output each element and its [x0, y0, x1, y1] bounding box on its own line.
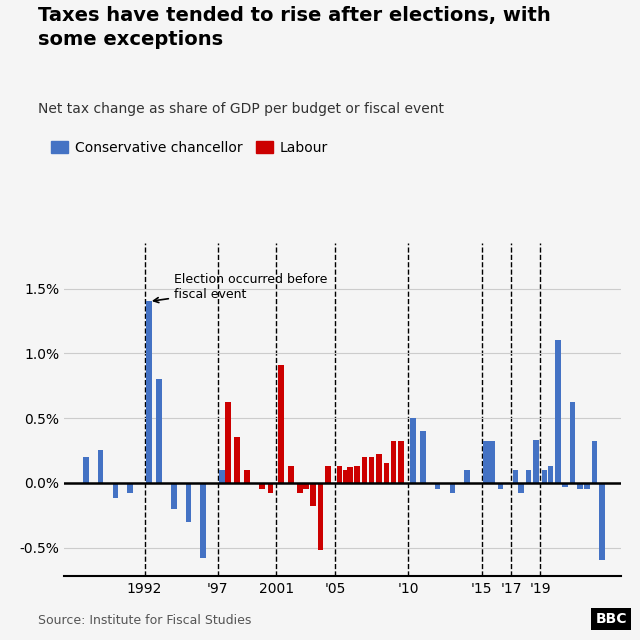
Text: Net tax change as share of GDP per budget or fiscal event: Net tax change as share of GDP per budge… [38, 102, 444, 116]
Bar [369, 457, 374, 483]
Bar [420, 431, 426, 483]
Bar [83, 457, 89, 483]
Bar [355, 466, 360, 483]
Bar [513, 470, 518, 483]
Bar [563, 483, 568, 486]
Bar [498, 483, 504, 489]
Bar [489, 442, 495, 483]
Bar [584, 483, 590, 489]
Bar [244, 470, 250, 483]
Bar [146, 301, 152, 483]
Bar [156, 379, 162, 483]
Bar [577, 483, 582, 489]
Bar [525, 470, 531, 483]
Bar [303, 483, 308, 489]
Bar [483, 442, 489, 483]
Bar [127, 483, 132, 493]
Bar [347, 467, 353, 483]
Bar [410, 418, 415, 483]
Legend: Conservative chancellor, Labour: Conservative chancellor, Labour [45, 135, 333, 160]
Bar [325, 466, 330, 483]
Bar [220, 470, 225, 483]
Bar [234, 438, 240, 483]
Bar [533, 440, 539, 483]
Text: BBC: BBC [595, 612, 627, 626]
Bar [113, 483, 118, 499]
Text: Source: Institute for Fiscal Studies: Source: Institute for Fiscal Studies [38, 614, 252, 627]
Bar [98, 451, 104, 483]
Bar [200, 483, 206, 558]
Bar [518, 483, 524, 493]
Bar [398, 442, 404, 483]
Bar [225, 403, 231, 483]
Bar [362, 457, 367, 483]
Bar [297, 483, 303, 493]
Bar [542, 470, 547, 483]
Bar [435, 483, 440, 489]
Bar [310, 483, 316, 506]
Bar [391, 442, 396, 483]
Text: Election occurred before
fiscal event: Election occurred before fiscal event [154, 273, 327, 303]
Bar [599, 483, 605, 561]
Bar [337, 466, 342, 483]
Bar [464, 470, 470, 483]
Bar [278, 365, 284, 483]
Bar [591, 442, 597, 483]
Bar [376, 454, 382, 483]
Bar [570, 403, 575, 483]
Bar [289, 466, 294, 483]
Bar [383, 463, 389, 483]
Bar [268, 483, 273, 493]
Text: Taxes have tended to rise after elections, with
some exceptions: Taxes have tended to rise after election… [38, 6, 551, 49]
Bar [555, 340, 561, 483]
Bar [186, 483, 191, 522]
Bar [171, 483, 177, 509]
Bar [259, 483, 264, 489]
Bar [342, 470, 348, 483]
Bar [449, 483, 455, 493]
Bar [548, 466, 553, 483]
Bar [317, 483, 323, 550]
